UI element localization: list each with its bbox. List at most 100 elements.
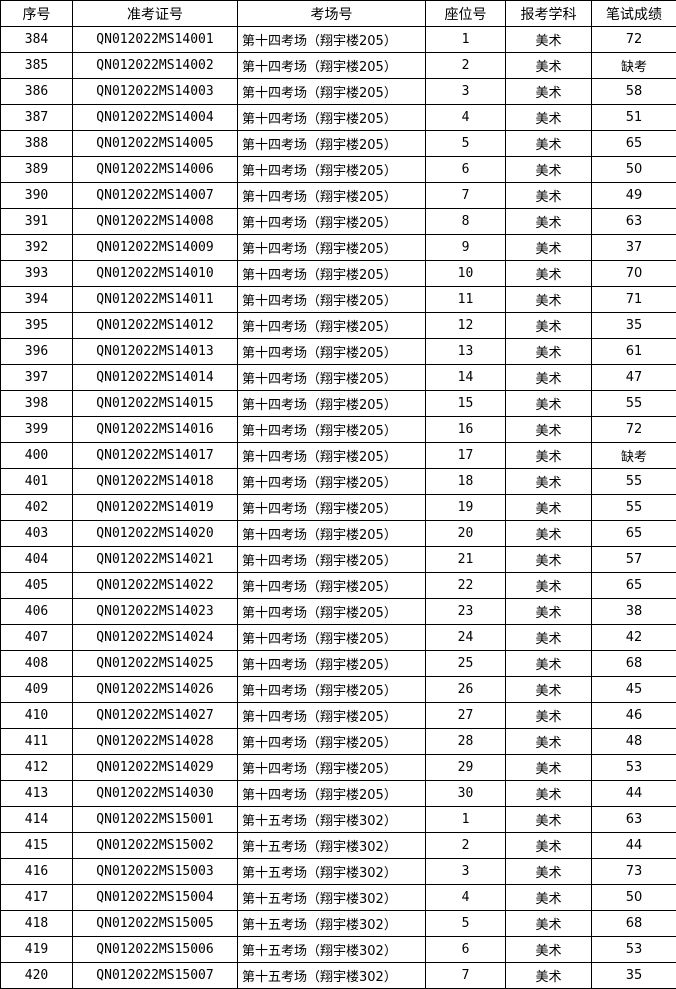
table-row: 410 QN012022MS14027 第十四考场（翔宇楼205） 27 美术 46 [0,702,676,729]
cell-index: 416 [0,858,73,885]
cell-exam-room: 第十四考场（翔宇楼205） [237,702,426,729]
cell-index: 387 [0,104,73,131]
cell-written-score: 50 [591,156,676,183]
cell-seat-number: 13 [425,338,506,365]
cell-written-score: 57 [591,546,676,573]
cell-seat-number: 2 [425,52,506,79]
cell-exam-room: 第十四考场（翔宇楼205） [237,26,426,53]
cell-ticket-number: QN012022MS14011 [72,286,238,313]
cell-written-score: 48 [591,728,676,755]
cell-subject: 美术 [505,78,592,105]
cell-seat-number: 10 [425,260,506,287]
cell-exam-room: 第十五考场（翔宇楼302） [237,806,426,833]
table-row: 401 QN012022MS14018 第十四考场（翔宇楼205） 18 美术 55 [0,468,676,495]
cell-index: 398 [0,390,73,417]
cell-ticket-number: QN012022MS14027 [72,702,238,729]
table-row: 394 QN012022MS14011 第十四考场（翔宇楼205） 11 美术 71 [0,286,676,313]
cell-ticket-number: QN012022MS14004 [72,104,238,131]
header-index: 序号 [0,0,73,27]
cell-index: 414 [0,806,73,833]
cell-ticket-number: QN012022MS15002 [72,832,238,859]
table-row: 385 QN012022MS14002 第十四考场（翔宇楼205） 2 美术 缺考 [0,52,676,79]
table-row: 386 QN012022MS14003 第十四考场（翔宇楼205） 3 美术 58 [0,78,676,105]
cell-written-score: 50 [591,884,676,911]
cell-seat-number: 21 [425,546,506,573]
cell-subject: 美术 [505,910,592,937]
cell-written-score: 55 [591,468,676,495]
cell-written-score: 55 [591,390,676,417]
cell-exam-room: 第十四考场（翔宇楼205） [237,754,426,781]
cell-index: 390 [0,182,73,209]
cell-seat-number: 27 [425,702,506,729]
cell-ticket-number: QN012022MS14006 [72,156,238,183]
cell-seat-number: 12 [425,312,506,339]
cell-exam-room: 第十四考场（翔宇楼205） [237,182,426,209]
cell-written-score: 37 [591,234,676,261]
cell-subject: 美术 [505,754,592,781]
cell-written-score: 42 [591,624,676,651]
cell-subject: 美术 [505,312,592,339]
cell-exam-room: 第十四考场（翔宇楼205） [237,598,426,625]
table-row: 387 QN012022MS14004 第十四考场（翔宇楼205） 4 美术 51 [0,104,676,131]
cell-exam-room: 第十四考场（翔宇楼205） [237,494,426,521]
table-row: 390 QN012022MS14007 第十四考场（翔宇楼205） 7 美术 49 [0,182,676,209]
cell-seat-number: 5 [425,910,506,937]
cell-exam-room: 第十四考场（翔宇楼205） [237,364,426,391]
cell-ticket-number: QN012022MS14001 [72,26,238,53]
cell-subject: 美术 [505,130,592,157]
cell-exam-room: 第十四考场（翔宇楼205） [237,78,426,105]
cell-index: 400 [0,442,73,469]
cell-seat-number: 28 [425,728,506,755]
cell-written-score: 缺考 [591,52,676,79]
cell-index: 417 [0,884,73,911]
cell-seat-number: 1 [425,806,506,833]
cell-subject: 美术 [505,182,592,209]
cell-index: 402 [0,494,73,521]
cell-written-score: 47 [591,364,676,391]
cell-subject: 美术 [505,572,592,599]
header-written-score: 笔试成绩 [591,0,676,27]
cell-subject: 美术 [505,416,592,443]
cell-written-score: 73 [591,858,676,885]
cell-written-score: 46 [591,702,676,729]
table-row: 416 QN012022MS15003 第十五考场（翔宇楼302） 3 美术 73 [0,858,676,885]
cell-written-score: 45 [591,676,676,703]
cell-exam-room: 第十四考场（翔宇楼205） [237,416,426,443]
cell-ticket-number: QN012022MS14005 [72,130,238,157]
table-row: 409 QN012022MS14026 第十四考场（翔宇楼205） 26 美术 45 [0,676,676,703]
cell-index: 385 [0,52,73,79]
table-row: 399 QN012022MS14016 第十四考场（翔宇楼205） 16 美术 72 [0,416,676,443]
cell-seat-number: 17 [425,442,506,469]
cell-written-score: 58 [591,78,676,105]
cell-ticket-number: QN012022MS14024 [72,624,238,651]
cell-subject: 美术 [505,234,592,261]
cell-written-score: 53 [591,754,676,781]
table-row: 396 QN012022MS14013 第十四考场（翔宇楼205） 13 美术 61 [0,338,676,365]
cell-written-score: 53 [591,936,676,963]
cell-seat-number: 7 [425,962,506,989]
cell-ticket-number: QN012022MS14022 [72,572,238,599]
table-row: 411 QN012022MS14028 第十四考场（翔宇楼205） 28 美术 48 [0,728,676,755]
cell-exam-room: 第十四考场（翔宇楼205） [237,442,426,469]
cell-subject: 美术 [505,26,592,53]
cell-exam-room: 第十四考场（翔宇楼205） [237,546,426,573]
cell-written-score: 68 [591,910,676,937]
cell-exam-room: 第十五考场（翔宇楼302） [237,884,426,911]
cell-index: 396 [0,338,73,365]
cell-exam-room: 第十四考场（翔宇楼205） [237,52,426,79]
table-row: 415 QN012022MS15002 第十五考场（翔宇楼302） 2 美术 44 [0,832,676,859]
cell-exam-room: 第十四考场（翔宇楼205） [237,130,426,157]
cell-seat-number: 22 [425,572,506,599]
cell-ticket-number: QN012022MS14012 [72,312,238,339]
cell-seat-number: 25 [425,650,506,677]
cell-subject: 美术 [505,806,592,833]
cell-seat-number: 14 [425,364,506,391]
cell-index: 406 [0,598,73,625]
cell-seat-number: 2 [425,832,506,859]
cell-ticket-number: QN012022MS14007 [72,182,238,209]
cell-ticket-number: QN012022MS14013 [72,338,238,365]
cell-subject: 美术 [505,286,592,313]
table-row: 414 QN012022MS15001 第十五考场（翔宇楼302） 1 美术 63 [0,806,676,833]
cell-written-score: 38 [591,598,676,625]
